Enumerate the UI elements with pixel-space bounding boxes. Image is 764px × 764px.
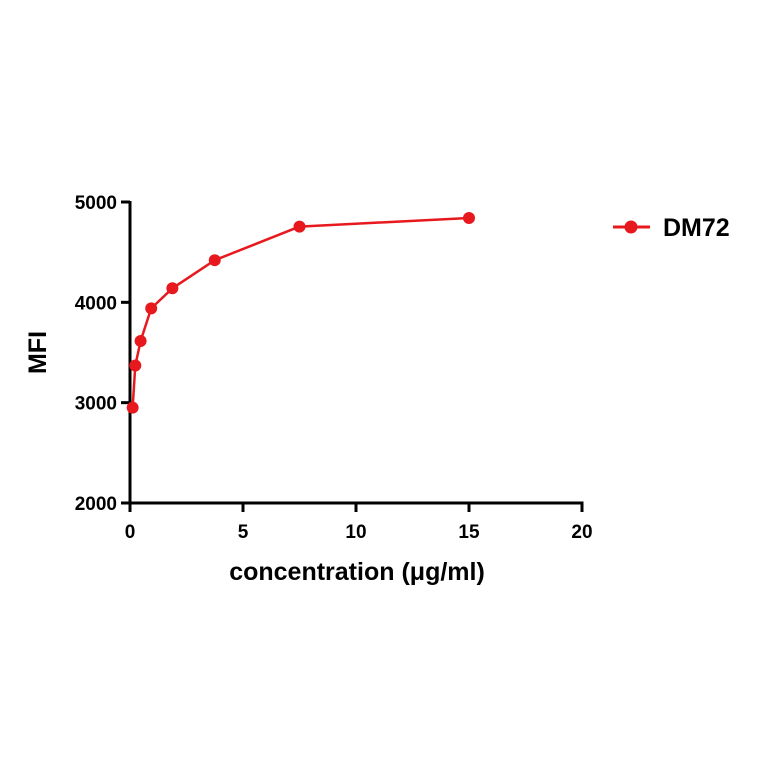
- y-axis-ticks: 2000 3000 4000 5000: [75, 193, 130, 515]
- y-tick-label: 4000: [75, 293, 117, 314]
- x-tick-label: 20: [571, 522, 592, 543]
- axes: [128, 201, 584, 505]
- data-point: [129, 359, 142, 372]
- data-point: [126, 401, 139, 414]
- legend-label-dm72: DM72: [663, 214, 730, 242]
- y-axis-title: MFI: [24, 331, 52, 374]
- x-tick-label: 15: [458, 522, 480, 543]
- legend-marker-dm72: [624, 220, 638, 234]
- data-point: [293, 220, 306, 233]
- data-point: [208, 254, 221, 267]
- x-axis-title: concentration (μg/ml): [229, 558, 485, 586]
- data-point: [463, 212, 475, 225]
- legend: DM72: [613, 214, 730, 242]
- data-point: [166, 282, 179, 295]
- y-tick-label: 5000: [75, 193, 117, 214]
- data-point: [145, 302, 158, 315]
- x-tick-label: 5: [238, 522, 249, 543]
- series-line: [131, 216, 470, 408]
- x-tick-label: 10: [345, 522, 366, 543]
- y-tick-label: 3000: [75, 394, 117, 415]
- x-axis-ticks: 0 5 10 15 20: [125, 503, 593, 543]
- series-layer: [126, 212, 475, 414]
- data-point: [134, 334, 147, 347]
- x-tick-label: 0: [125, 522, 136, 543]
- y-tick-label: 2000: [75, 494, 117, 515]
